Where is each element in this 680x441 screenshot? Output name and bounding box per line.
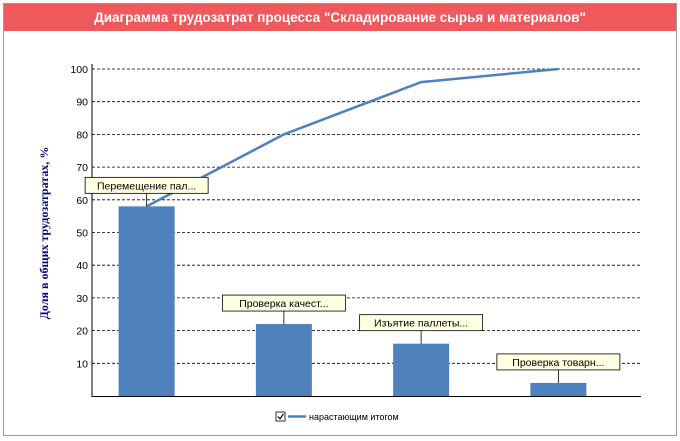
bar-callouts: Перемещение пал... Проверка качест... Изъя… bbox=[84, 176, 621, 383]
cumulative-series bbox=[146, 67, 559, 208]
chart-frame: Диаграмма трудозатрат процесса "Складиро… bbox=[3, 3, 677, 436]
chart-title: Диаграмма трудозатрат процесса "Складиро… bbox=[4, 4, 676, 31]
legend-checkbox[interactable] bbox=[275, 411, 286, 422]
bar bbox=[393, 343, 450, 396]
y-tick-label: 100 bbox=[70, 64, 88, 76]
callout-box bbox=[496, 353, 621, 371]
y-tick-label: 40 bbox=[76, 260, 88, 272]
cumulative-line bbox=[146, 67, 559, 208]
callout-box bbox=[221, 294, 346, 312]
chart-canvas: 10 20 30 40 50 60 70 80 90 100 Перемещение пал...… bbox=[37, 64, 641, 422]
y-tick-label: 10 bbox=[76, 358, 88, 370]
category-label: Проверка качест... bbox=[239, 298, 328, 310]
checkmark-icon bbox=[277, 413, 284, 420]
bar bbox=[255, 324, 312, 396]
legend-label: нарастающим итогом bbox=[309, 412, 399, 422]
y-axis-label: Доля в общих трудозатратах, % bbox=[37, 147, 51, 320]
category-label: Проверка товарн... bbox=[512, 357, 604, 369]
category-label: Перемещение пал... bbox=[97, 180, 196, 192]
y-tick-label: 50 bbox=[76, 228, 88, 240]
legend: нарастающим итогом bbox=[275, 411, 399, 422]
y-tick-label: 80 bbox=[76, 129, 88, 141]
y-tick-label: 70 bbox=[76, 162, 88, 174]
y-tick-label: 90 bbox=[76, 97, 88, 109]
y-tick-label: 60 bbox=[76, 195, 88, 207]
axes bbox=[91, 64, 641, 397]
y-tick-label: 20 bbox=[76, 326, 88, 338]
y-tick-labels: 10 20 30 40 50 60 70 80 90 100 bbox=[70, 64, 88, 370]
callout-box bbox=[359, 314, 484, 332]
bar bbox=[118, 206, 175, 396]
bars bbox=[118, 206, 587, 396]
category-label: Изъятие паллеты... bbox=[374, 318, 468, 330]
y-tick-label: 30 bbox=[76, 293, 88, 305]
callout-box bbox=[84, 176, 209, 194]
bar bbox=[530, 382, 587, 396]
